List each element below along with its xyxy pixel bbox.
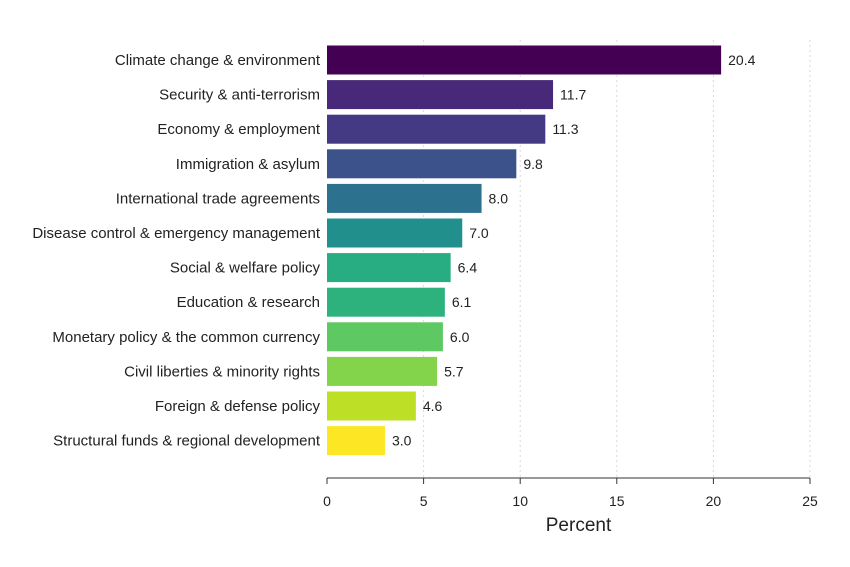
bar xyxy=(327,183,482,213)
value-labels: 20.4 11.7 11.3 9.8 8.0 7.0 6.4 6.1 6.0 5.7 4.6 3.0 xyxy=(392,52,756,449)
value-label: 11.7 xyxy=(560,87,586,103)
value-label: 8.0 xyxy=(489,190,509,206)
x-axis-title: Percent xyxy=(546,515,612,536)
bar xyxy=(327,391,416,421)
bar xyxy=(327,80,554,110)
value-label: 6.0 xyxy=(450,329,470,345)
category-label: Monetary policy & the common currency xyxy=(52,329,320,346)
bars xyxy=(327,45,722,456)
bar xyxy=(327,218,463,248)
bar xyxy=(327,253,451,283)
category-label: Security & anti-terrorism xyxy=(159,87,320,104)
value-label: 9.8 xyxy=(523,156,543,172)
value-label: 6.1 xyxy=(452,294,472,310)
category-label: Foreign & defense policy xyxy=(155,398,321,415)
x-tick-label: 15 xyxy=(609,493,625,509)
x-tick-label: 5 xyxy=(420,493,428,509)
value-label: 6.4 xyxy=(458,260,478,276)
x-tick-label: 20 xyxy=(706,493,722,509)
value-label: 7.0 xyxy=(469,225,489,241)
category-label: International trade agreements xyxy=(116,190,320,207)
x-tick-label: 25 xyxy=(802,493,818,509)
value-label: 5.7 xyxy=(444,363,464,379)
category-label: Economy & employment xyxy=(157,121,320,138)
category-label: Social & welfare policy xyxy=(170,260,321,277)
category-label: Civil liberties & minority rights xyxy=(124,363,320,380)
category-label: Disease control & emergency management xyxy=(32,225,320,242)
bar xyxy=(327,45,722,75)
x-tick-label: 0 xyxy=(323,493,331,509)
value-label: 20.4 xyxy=(728,52,755,68)
bar xyxy=(327,426,385,456)
grid xyxy=(423,40,811,478)
bar xyxy=(327,287,445,317)
category-label: Immigration & asylum xyxy=(176,156,320,173)
bar xyxy=(327,114,546,144)
category-labels: Climate change & environment Security & a… xyxy=(32,52,320,450)
x-axis: 0 5 10 15 20 25 xyxy=(323,477,818,509)
value-label: 4.6 xyxy=(423,398,443,414)
value-label: 3.0 xyxy=(392,433,412,449)
category-label: Climate change & environment xyxy=(115,52,321,69)
bar xyxy=(327,356,438,386)
x-tick-label: 10 xyxy=(512,493,528,509)
value-label: 11.3 xyxy=(552,121,578,137)
bar xyxy=(327,322,443,352)
category-label: Education & research xyxy=(177,294,320,311)
bar xyxy=(327,149,517,179)
category-label: Structural funds & regional development xyxy=(53,433,321,450)
